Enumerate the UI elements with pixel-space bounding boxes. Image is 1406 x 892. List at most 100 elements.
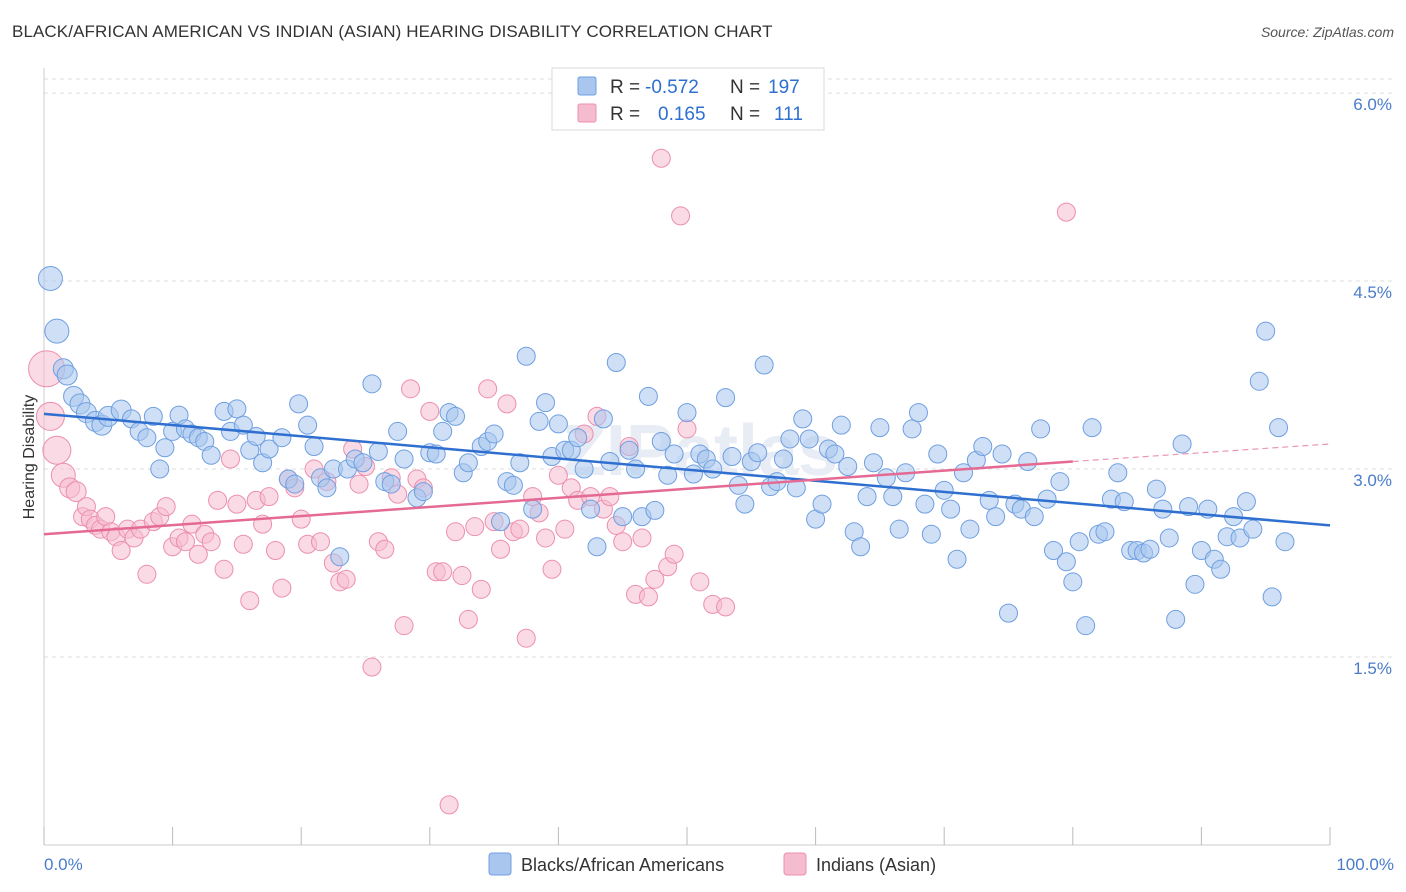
- indians-point: [471, 579, 491, 599]
- indians-point: [336, 569, 356, 589]
- blacks-point: [1050, 472, 1070, 492]
- source-label: Source: ZipAtlas.com: [1260, 24, 1394, 40]
- chart-title: BLACK/AFRICAN AMERICAN VS INDIAN (ASIAN)…: [12, 22, 773, 41]
- indians-point: [491, 539, 511, 559]
- indians-point: [227, 494, 247, 514]
- indians-point: [439, 795, 459, 815]
- blacks-point: [1166, 609, 1186, 629]
- blacks-point: [754, 355, 774, 375]
- blacks-point: [368, 441, 388, 461]
- blacks-point: [1262, 587, 1282, 607]
- blacks-point: [503, 475, 523, 495]
- blacks-point: [433, 421, 453, 441]
- indians-point: [265, 540, 285, 560]
- blacks-point: [298, 415, 318, 435]
- indians-point: [478, 379, 498, 399]
- indians-point: [510, 519, 530, 539]
- blacks-point: [1056, 552, 1076, 572]
- y-tick-label: 4.5%: [1353, 283, 1392, 302]
- x-tick-label-min: 0.0%: [44, 855, 83, 874]
- legend-swatch-pink: [577, 103, 597, 123]
- blacks-point: [876, 468, 896, 488]
- blacks-point: [1236, 492, 1256, 512]
- blacks-point: [812, 494, 832, 514]
- blacks-point: [491, 512, 511, 532]
- blacks-point: [227, 399, 247, 419]
- blacks-point: [999, 603, 1018, 623]
- legend-r-label-1: R =: [610, 77, 640, 98]
- x-tick-label-max: 100.0%: [1336, 855, 1394, 874]
- blacks-point: [548, 414, 568, 434]
- blacks-point: [1172, 434, 1192, 454]
- blacks-point: [143, 406, 163, 426]
- indians-point: [1056, 202, 1076, 222]
- blacks-point: [353, 453, 373, 473]
- blacks-point: [317, 478, 337, 498]
- blacks-point: [1275, 532, 1295, 552]
- blacks-point: [677, 403, 697, 423]
- y-tick-label: 6.0%: [1353, 95, 1392, 114]
- legend-r-value-2: 0.165: [658, 104, 706, 125]
- blacks-point: [581, 499, 601, 519]
- blacks-point: [289, 394, 309, 414]
- blacks-point: [748, 443, 768, 463]
- indians-point: [111, 540, 131, 560]
- blacks-point: [992, 444, 1012, 464]
- legend-n-label-1: N =: [730, 77, 760, 98]
- blacks-point: [851, 537, 871, 557]
- blacks-point: [446, 406, 466, 426]
- blacks-point: [928, 444, 948, 464]
- y-tick-label: 3.0%: [1353, 471, 1392, 490]
- indians-point: [208, 490, 228, 510]
- blacks-point: [1108, 463, 1128, 483]
- indians-point: [548, 465, 568, 485]
- blacks-point: [773, 449, 793, 469]
- blacks-point: [838, 457, 858, 477]
- indians-point: [233, 534, 253, 554]
- blacks-point: [722, 447, 742, 466]
- blacks-point: [979, 490, 999, 510]
- blacks-point: [510, 453, 530, 473]
- blacks-point: [201, 445, 221, 465]
- series-indians-points: [28, 148, 1076, 815]
- blacks-point: [137, 428, 157, 448]
- blacks-point: [857, 487, 877, 507]
- indians-point: [240, 591, 260, 611]
- indians-point: [600, 487, 620, 507]
- blacks-point: [870, 418, 890, 438]
- tick-labels: 1.5% 3.0% 4.5% 6.0% 0.0% 100.0%: [44, 95, 1394, 874]
- blacks-point: [150, 459, 170, 479]
- blacks-point: [683, 464, 703, 484]
- blacks-point: [908, 403, 928, 423]
- legend-n-value-2: 111: [774, 104, 803, 125]
- legend-swatch-blue: [577, 76, 597, 96]
- blacks-point: [638, 386, 658, 406]
- blacks-point: [1146, 479, 1166, 499]
- blacks-point: [626, 459, 646, 479]
- indians-point: [362, 657, 382, 677]
- indians-point: [272, 578, 292, 598]
- blacks-point: [381, 474, 401, 494]
- blacks-point: [889, 519, 909, 539]
- indians-point: [671, 206, 691, 226]
- indians-point: [613, 532, 633, 552]
- indians-point: [291, 509, 311, 529]
- indians-point: [401, 379, 421, 399]
- blacks-point: [960, 519, 980, 539]
- blacks-point: [285, 474, 305, 494]
- blacks-point: [1269, 418, 1289, 438]
- blacks-point: [388, 421, 408, 441]
- indians-point: [420, 401, 440, 421]
- indians-point: [452, 566, 472, 586]
- indians-point: [716, 597, 736, 617]
- blacks-point: [458, 453, 478, 473]
- legend-r-label-2: R =: [610, 104, 640, 125]
- blacks-point: [536, 393, 556, 413]
- blacks-point: [587, 537, 607, 557]
- blacks-point: [574, 459, 594, 479]
- blacks-point: [1211, 559, 1231, 579]
- blacks-point: [658, 465, 678, 485]
- bottom-legend-label-pink: Indians (Asian): [816, 855, 936, 875]
- blacks-point: [568, 428, 588, 448]
- indians-point: [42, 435, 72, 465]
